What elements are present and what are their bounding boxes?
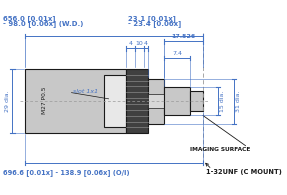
Text: 29 dia.: 29 dia. — [5, 90, 10, 112]
Bar — [25, 69, 126, 133]
Text: 10: 10 — [136, 41, 144, 46]
Text: 7.4: 7.4 — [172, 51, 182, 56]
Text: - 23.4 [0.06x]: - 23.4 [0.06x] — [128, 20, 181, 27]
Text: 31 dia.: 31 dia. — [236, 90, 241, 112]
Text: M27 P0.5: M27 P0.5 — [42, 87, 47, 114]
Bar — [148, 79, 164, 124]
Text: 1-32UNF (C MOUNT): 1-32UNF (C MOUNT) — [206, 169, 282, 175]
Text: IMAGING SURFACE: IMAGING SURFACE — [189, 146, 250, 152]
Text: slot 1x1: slot 1x1 — [73, 89, 98, 94]
Bar — [126, 69, 148, 133]
Bar — [148, 94, 164, 108]
Text: 4: 4 — [129, 41, 133, 46]
Bar — [164, 87, 190, 115]
Text: - 98.0 [0.06x] (W.D.): - 98.0 [0.06x] (W.D.) — [3, 20, 83, 27]
Bar — [104, 75, 126, 127]
Text: 4: 4 — [144, 41, 148, 46]
Text: 15 dia.: 15 dia. — [220, 90, 225, 112]
Text: 23.1 [0.01x]: 23.1 [0.01x] — [128, 15, 176, 22]
Bar — [190, 91, 203, 111]
Text: 696.6 [0.01x] - 138.9 [0.06x] (O/I): 696.6 [0.01x] - 138.9 [0.06x] (O/I) — [3, 169, 129, 176]
Text: 656.0 [0.01x]: 656.0 [0.01x] — [3, 15, 55, 22]
Text: 17.526: 17.526 — [172, 34, 196, 39]
